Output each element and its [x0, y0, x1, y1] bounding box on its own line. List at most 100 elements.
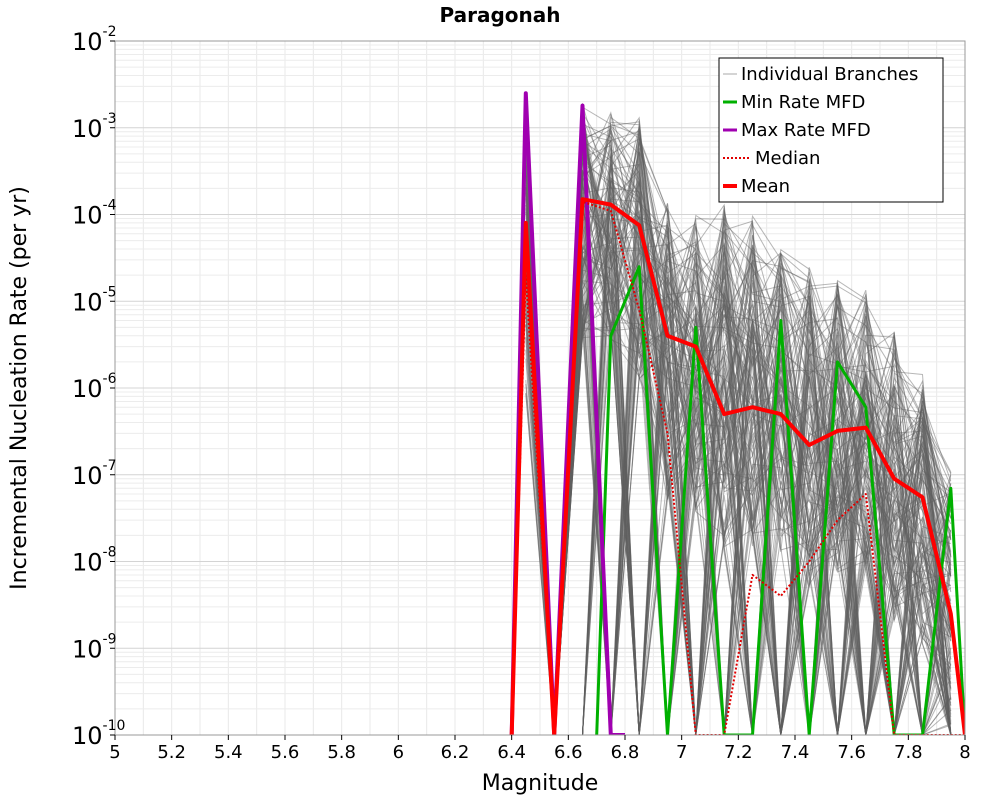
branch-line: [525, 196, 952, 735]
branch-line: [525, 121, 952, 735]
branch-line: [525, 213, 952, 735]
branch-line: [525, 201, 952, 735]
branch-line: [525, 358, 951, 735]
legend-label: Max Rate MFD: [741, 120, 871, 141]
branch-line: [525, 191, 952, 735]
branch-line: [525, 173, 951, 735]
branch-line: [525, 207, 952, 735]
branch-line: [525, 99, 952, 735]
x-tick-label: 6.8: [611, 742, 640, 763]
branch-line: [525, 139, 952, 735]
branch-line: [525, 151, 952, 735]
branch-line: [525, 251, 952, 735]
branch-line: [525, 201, 952, 735]
branch-line: [525, 224, 952, 735]
branch-line: [525, 93, 952, 735]
branch-line: [525, 184, 951, 735]
x-tick-label: 6.6: [554, 742, 583, 763]
branch-line: [525, 195, 951, 735]
branch-line: [525, 246, 951, 735]
legend-label: Mean: [741, 176, 790, 197]
x-tick-label: 5.2: [157, 742, 186, 763]
branch-line: [525, 169, 951, 735]
branch-line: [525, 236, 951, 735]
series-lines: [509, 91, 965, 735]
branch-line: [525, 256, 952, 735]
branch-line: [525, 169, 952, 735]
legend-box: [718, 57, 944, 203]
branch-line: [525, 196, 952, 735]
branch-line: [525, 248, 952, 735]
branch-line: [525, 163, 952, 735]
branch-line: [525, 253, 952, 735]
branch-line: [525, 136, 952, 735]
branch-line: [525, 129, 952, 735]
branch-line: [525, 211, 952, 735]
branch-line: [525, 113, 952, 735]
branch-line: [525, 118, 952, 735]
y-tick-label: 10-5: [72, 284, 117, 316]
series-mean: [509, 197, 965, 735]
y-tick-label: 10-2: [72, 24, 117, 56]
branch-line: [525, 104, 952, 735]
branch-line: [525, 162, 952, 735]
branch-line: [525, 162, 952, 735]
branch-line: [525, 249, 952, 735]
branch-line: [525, 256, 951, 735]
branch-line: [525, 162, 951, 735]
branch-line: [525, 118, 952, 735]
branch-line: [525, 114, 952, 735]
x-tick-label: 6.2: [441, 742, 470, 763]
branch-line: [525, 327, 952, 735]
x-tick-label: 8: [959, 742, 970, 763]
legend: Individual Branches Min Rate MFD Max Rate …: [718, 57, 944, 203]
branch-line: [525, 128, 952, 735]
x-tick-label: 6.4: [497, 742, 526, 763]
branch-line: [525, 181, 952, 735]
branch-line: [525, 199, 951, 735]
y-tick-label: 10-8: [72, 545, 117, 577]
x-axis-ticks: 5 5.2 5.4 5.6 5.8 6 6.2 6.4 6.6 6.8 7 7.2 7.4 7.6 7.8 8: [109, 735, 971, 763]
branch-line: [525, 208, 952, 735]
branch-line: [525, 113, 952, 735]
y-axis-ticks: 10-10 10-9 10-8 10-7 10-6 10-5 10-4 10-3 10-2: [72, 24, 125, 750]
branch-line: [525, 119, 952, 735]
branch-line: [525, 127, 952, 735]
branch-line: [525, 204, 952, 735]
y-tick-label: 10-3: [72, 111, 117, 143]
x-tick-label: 7.4: [781, 742, 810, 763]
branch-line: [525, 130, 952, 735]
branch-line: [525, 243, 952, 735]
branch-line: [525, 105, 952, 735]
branch-line: [525, 187, 952, 735]
x-tick-label: 7.8: [894, 742, 923, 763]
branch-line: [525, 197, 952, 735]
branch-line: [525, 216, 952, 735]
branch-line: [525, 118, 952, 735]
branch-line: [525, 252, 952, 735]
branch-line: [525, 131, 952, 735]
branch-line: [525, 209, 952, 735]
legend-label: Individual Branches: [741, 64, 918, 85]
branch-line: [525, 173, 952, 735]
y-tick-label: 10-10: [72, 718, 125, 750]
branch-line: [525, 200, 952, 735]
branch-line: [525, 180, 952, 735]
branch-line: [525, 170, 952, 735]
branch-line: [525, 216, 952, 735]
branch-line: [525, 146, 952, 735]
x-tick-label: 6: [393, 742, 404, 763]
branch-line: [525, 184, 952, 735]
branch-line: [525, 139, 952, 735]
branch-line: [525, 156, 952, 735]
branch-line: [525, 148, 952, 735]
branch-line: [525, 143, 952, 735]
branch-line: [525, 199, 952, 735]
x-tick-label: 5: [109, 742, 120, 763]
branch-line: [525, 203, 952, 735]
branch-line: [525, 157, 952, 735]
x-tick-label: 5.6: [271, 742, 300, 763]
branch-line: [525, 207, 952, 735]
chart-title: Paragonah: [439, 3, 560, 27]
y-tick-label: 10-9: [72, 631, 117, 663]
